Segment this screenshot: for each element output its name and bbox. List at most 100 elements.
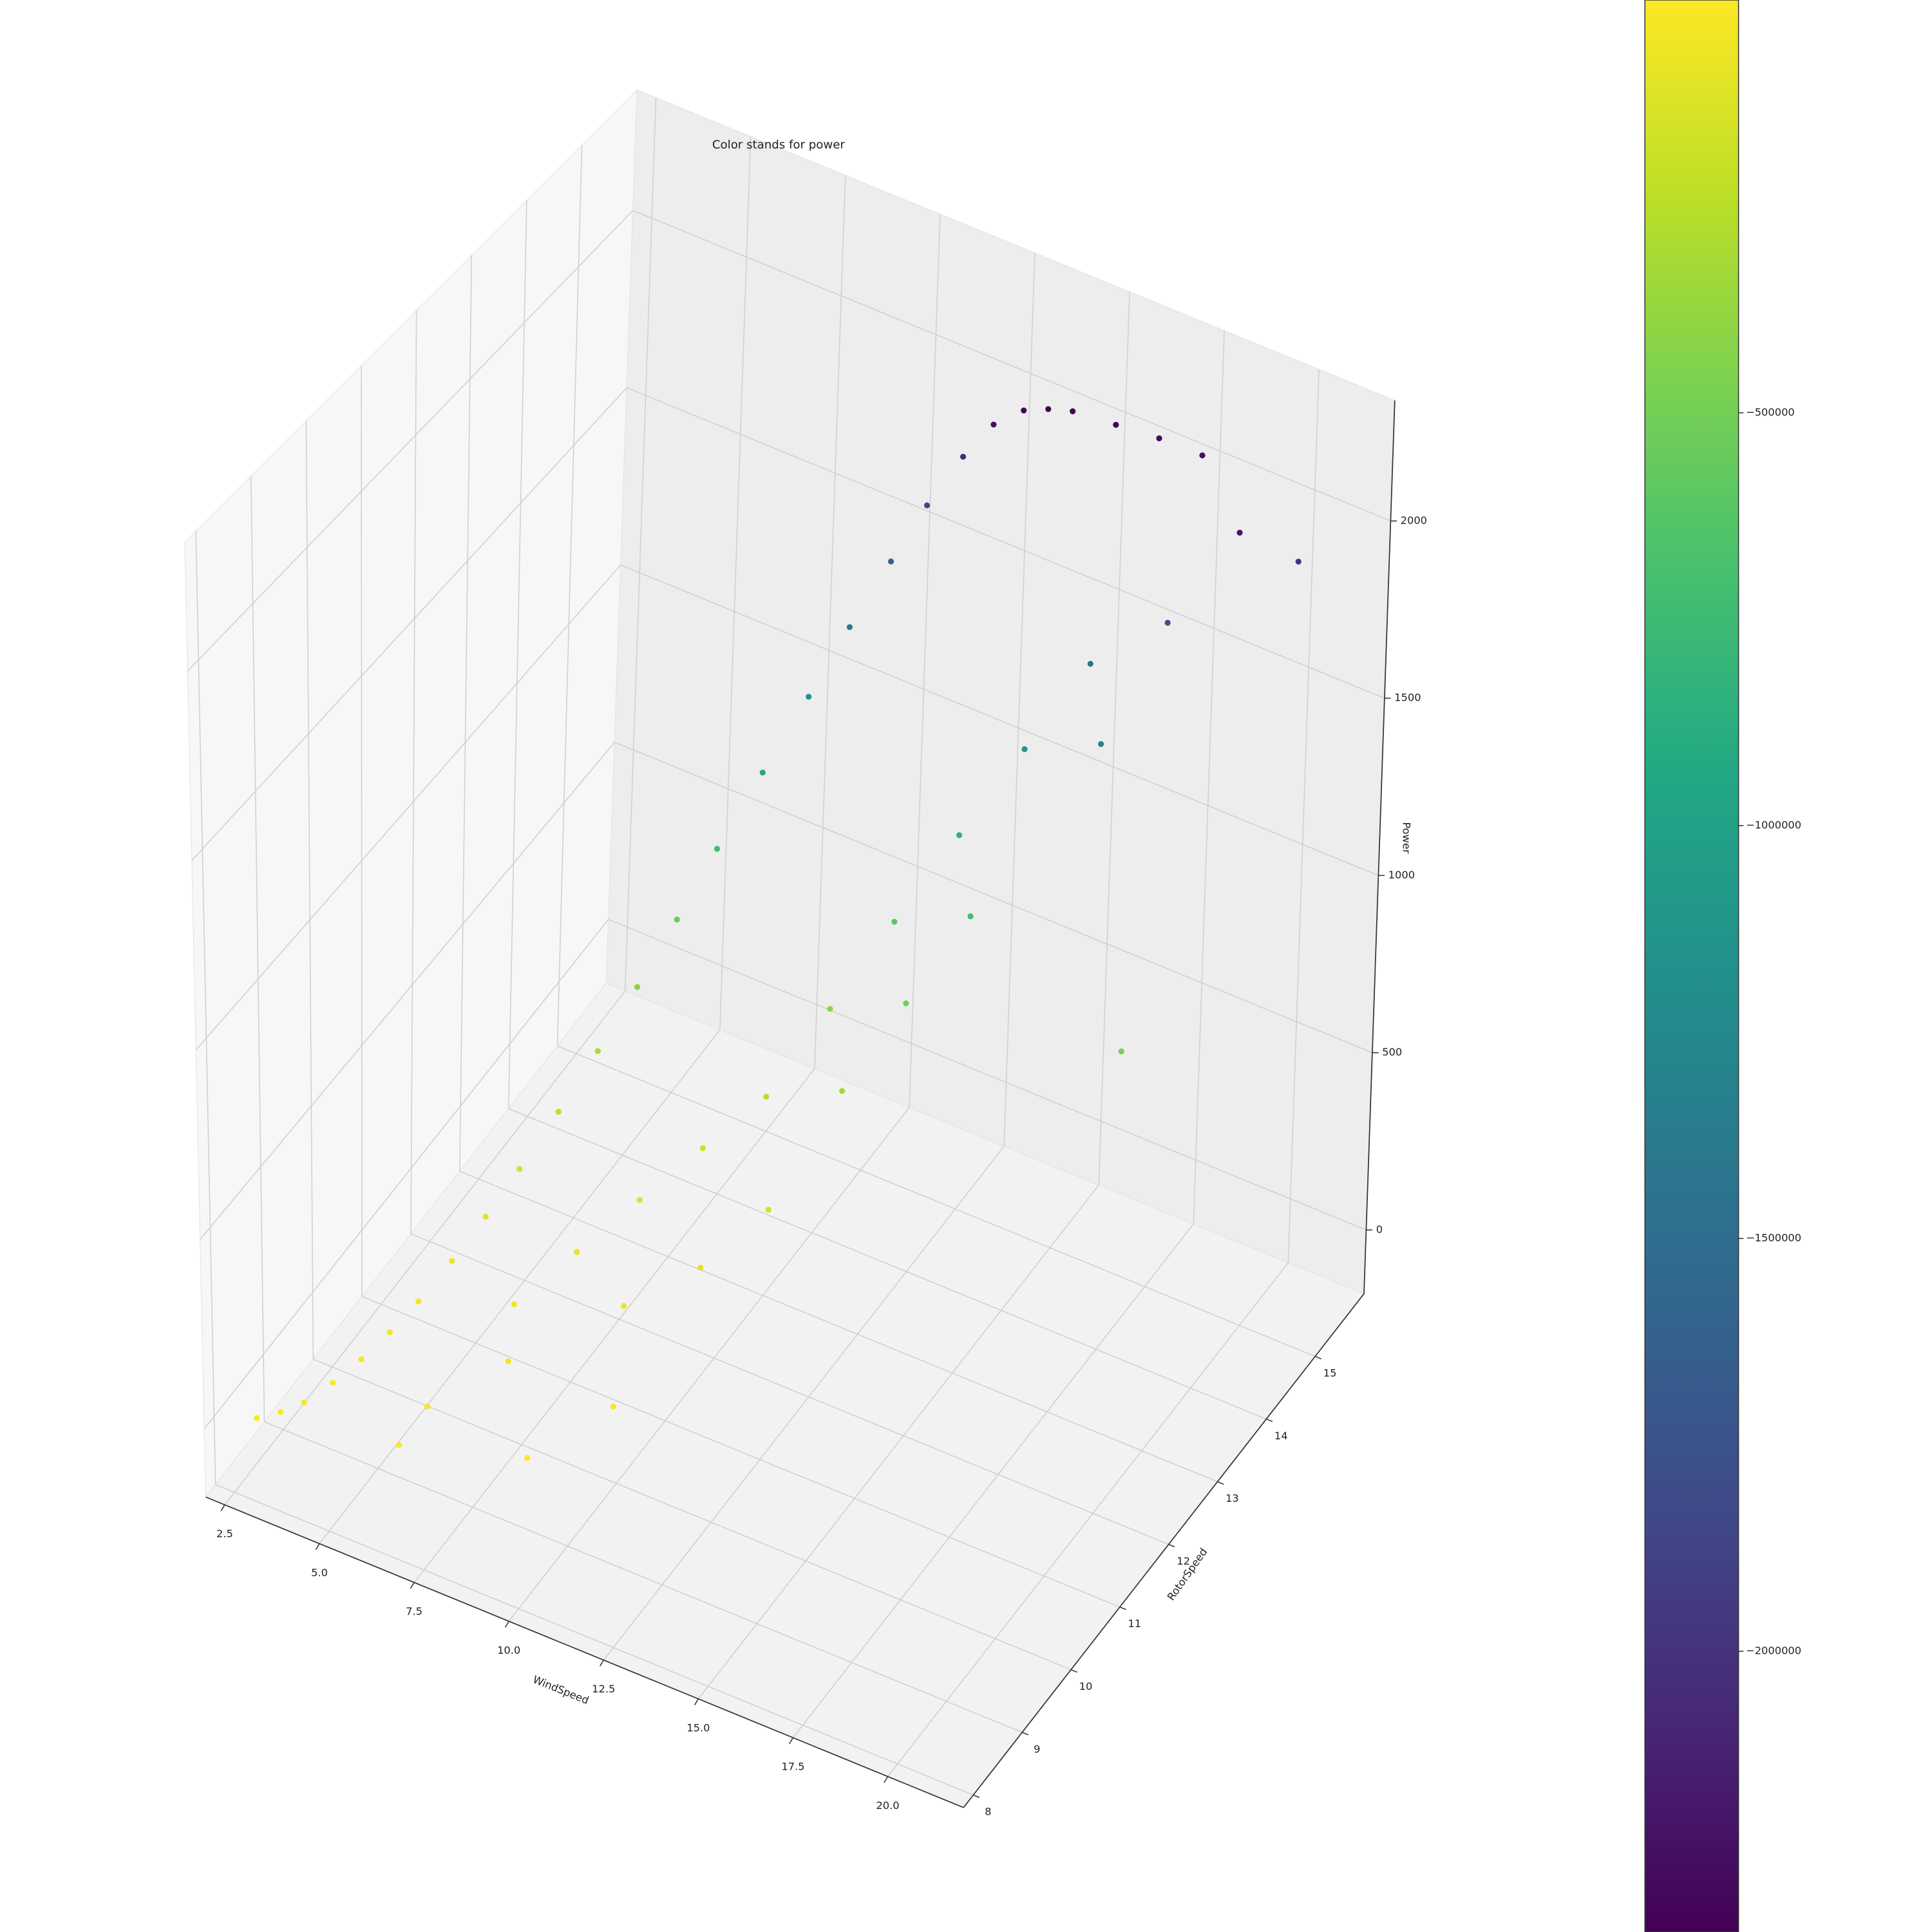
data-point [415,1298,422,1305]
y-axis-line [963,1293,1365,1808]
y-tick [973,1794,980,1798]
x-grid-line [413,1068,815,1583]
y-tick-label: 10 [1079,1680,1093,1692]
data-point [1199,452,1206,459]
x-tick [599,1660,604,1667]
data-point [555,1108,562,1115]
data-point [990,421,997,428]
data-point [574,1249,580,1255]
data-point [395,1442,402,1448]
x-grid-line [1193,330,1225,1224]
data-point [1295,558,1302,565]
y-grid-line [264,1421,1023,1733]
z-grid-line [200,741,615,1240]
colorbar-tick-label: −2000000 [1746,1645,1801,1657]
panes [184,89,1396,1808]
data-point [610,1403,616,1410]
x-tick-label: 17.5 [781,1761,804,1773]
x-grid-line [909,214,941,1108]
data-point [956,832,963,838]
data-point [967,913,974,920]
x-tick-label: 10.0 [497,1644,520,1656]
y-grid-line [459,1170,1218,1482]
x-axis-label: WindSpeed [531,1673,591,1707]
x-grid-line [603,1146,1005,1661]
z-tick-label: 1000 [1388,869,1415,881]
y-tick-label: 15 [1323,1367,1337,1379]
y-grid-line [215,1484,974,1796]
data-point [1113,422,1119,428]
data-point [386,1329,393,1336]
x-tick [410,1582,415,1589]
data-point [482,1213,489,1220]
z-axis-line [1363,400,1396,1294]
data-point [699,1145,706,1151]
colorbar-tick-label: −1000000 [1746,819,1801,831]
grid [187,97,1391,1796]
x-grid-line [224,990,626,1506]
data-point [887,558,895,565]
z-tick-label: 2000 [1401,514,1427,526]
data-point [449,1258,455,1264]
x-grid-line [1287,369,1320,1263]
z-grid-line [632,210,1391,522]
data-point [714,846,721,852]
x-grid-line [1003,252,1036,1146]
y-grid-line [361,1296,1121,1608]
data-point [827,1006,833,1012]
z-axis-label: Power [1401,822,1413,853]
data-point [358,1356,365,1363]
z-tick-label: 0 [1376,1223,1383,1235]
data-point [278,1409,284,1416]
data-point [765,1206,772,1213]
data-point [923,502,931,509]
data-point [891,918,898,925]
x-tick-label: 15.0 [687,1721,710,1734]
z-grid-line [626,387,1385,699]
data-point [254,1415,260,1421]
colorbar-gradient [1644,0,1739,1932]
data-point [301,1399,307,1406]
data-point [1087,661,1094,667]
z-tick-label: 1500 [1394,692,1421,704]
x-tick [884,1776,889,1783]
y-grid-line [507,200,527,1109]
y-tick [1070,1669,1077,1673]
data-point [903,1000,909,1007]
y-grid-line [410,1233,1169,1545]
data-point [1045,406,1052,412]
data-point [634,984,641,990]
y-grid-line [410,310,417,1234]
x-tick-label: 5.0 [311,1566,328,1578]
x-tick [694,1698,699,1705]
data-point [516,1166,523,1172]
x-tick-label: 7.5 [406,1605,422,1618]
y-tick-label: 8 [985,1806,991,1818]
data-point [505,1358,511,1365]
x-tick-label: 2.5 [216,1528,233,1540]
x-tick [789,1737,794,1745]
y-grid-line [556,145,583,1046]
y-grid-line [250,476,265,1422]
data-point [806,694,812,700]
y-tick-label: 14 [1274,1430,1288,1442]
data-point [1236,529,1243,536]
y-tick [1021,1732,1029,1736]
data-point [620,1303,627,1309]
y-tick [1168,1544,1175,1548]
chart-title: Color stands for power [712,138,846,152]
data-point [697,1264,704,1271]
points [254,406,1302,1461]
y-tick-label: 9 [1034,1743,1040,1755]
x-tick-label: 20.0 [876,1799,899,1812]
x-grid-line [1098,292,1130,1186]
x-grid-line [508,1107,910,1622]
y-grid-line [508,1108,1267,1420]
y-grid-line [361,365,363,1297]
data-point [1164,620,1171,626]
x-grid-line [719,136,752,1030]
data-point [594,1048,601,1054]
x-tick-label: 12.5 [592,1683,615,1695]
x-tick [504,1621,509,1628]
colorbar: −500000 −1000000 −1500000 −2000000 [1644,0,1801,1932]
